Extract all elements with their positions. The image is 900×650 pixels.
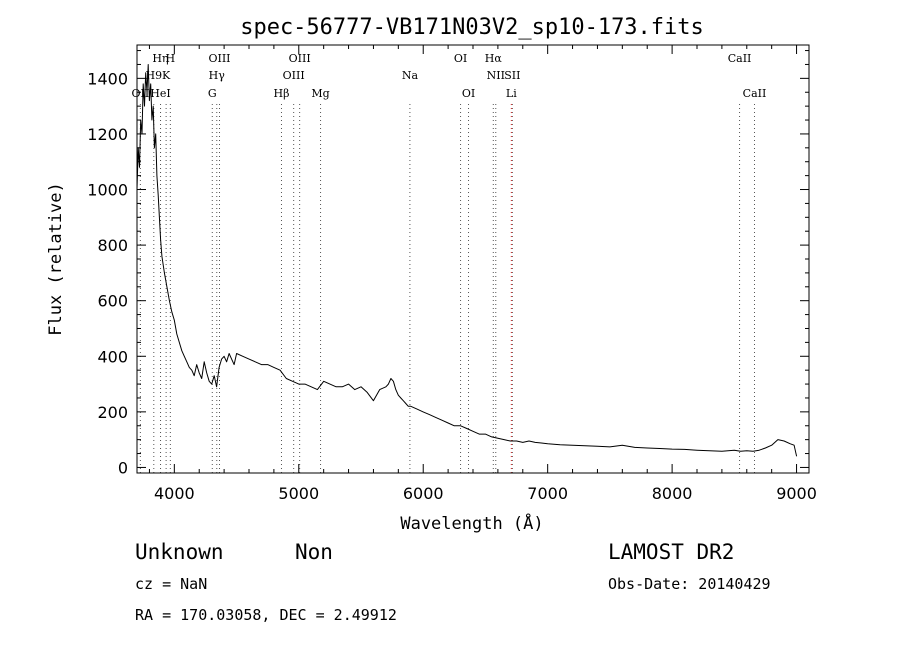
y-axis-label: Flux (relative) [46,182,66,336]
redshift-value: cz = NaN [135,575,208,593]
line-label-18: SII [504,69,520,82]
spectrum-series [136,64,798,457]
line-label-2: Hη [152,52,168,65]
y-tick-label-2: 400 [97,347,128,366]
survey-label: LAMOST DR2 [608,540,735,564]
y-tick-label-6: 1200 [87,125,128,144]
line-label-5: H [166,52,176,65]
axes: 4000 5000 6000 7000 8000 9000 0 200 400 600 800 100… [87,45,817,503]
subclass-label: Non [295,540,333,564]
chart-title: spec-56777-VB171N03V2_sp10-173.fits [240,15,704,40]
line-label-17: NII [487,69,505,82]
x-tick-label-3: 7000 [527,484,568,503]
coordinates: RA = 170.03058, DEC = 2.49912 [135,606,397,624]
line-label-4: K [162,69,171,82]
y-tick-label-7: 1400 [87,69,128,88]
line-label-9: Hβ [274,87,290,100]
spectrum-line-0 [136,64,798,457]
x-tick-label-1: 5000 [278,484,319,503]
line-label-6: OIII [208,52,230,65]
line-label-20: CaII [728,52,752,65]
line-label-12: Mg [311,87,329,100]
line-label-8: G [208,87,217,100]
line-label-13: Na [402,69,419,82]
line-label-16: Hα [485,52,503,65]
y-tick-label-4: 800 [97,236,128,255]
line-label-21: CaII [743,87,767,100]
line-label-19: Li [506,87,517,100]
y-tick-label-3: 600 [97,292,128,311]
line-label-14: OI [454,52,467,65]
y-tick-label-1: 200 [97,403,128,422]
line-label-15: OI [462,87,475,100]
y-tick-label-5: 1000 [87,181,128,200]
x-tick-label-4: 8000 [652,484,693,503]
x-tick-label-5: 9000 [776,484,817,503]
class-label: Unknown [135,540,224,564]
x-tick-label-2: 6000 [403,484,444,503]
line-label-10: OIII [283,69,305,82]
line-label-7: Hγ [209,69,226,82]
line-label-3: HeI [150,87,170,100]
x-tick-label-0: 4000 [154,484,195,503]
line-label-1: H9 [146,69,163,82]
x-axis-label: Wavelength (Å) [400,512,543,534]
line-label-11: OIII [289,52,311,65]
obs-date: Obs-Date: 20140429 [608,575,771,593]
y-tick-label-0: 0 [118,458,128,477]
plot-frame [136,44,810,474]
